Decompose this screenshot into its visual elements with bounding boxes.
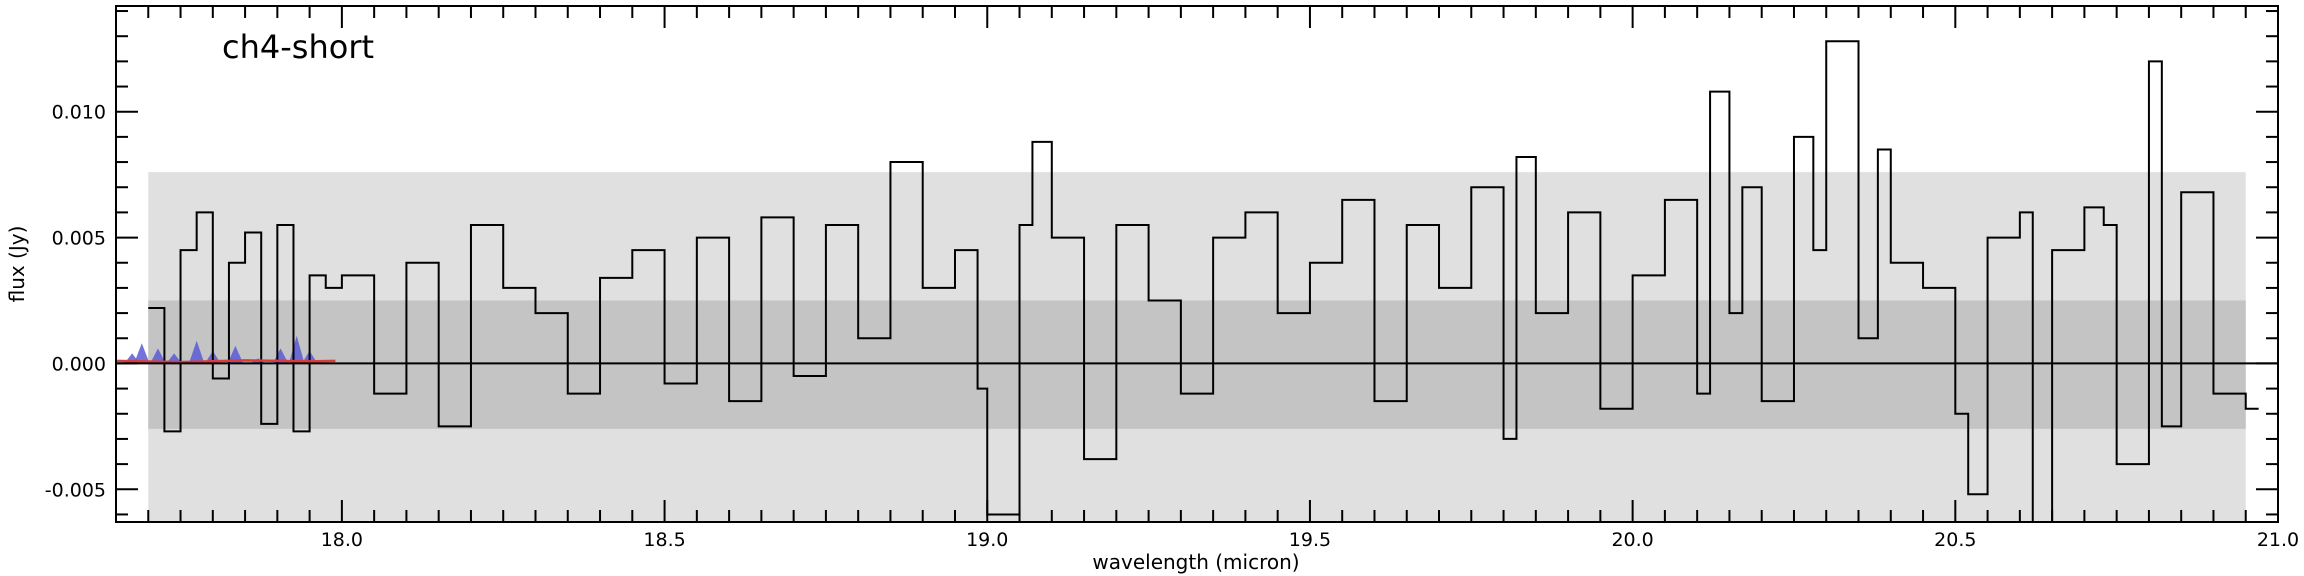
x-tick-label: 18.5 bbox=[643, 529, 685, 551]
y-tick-label: 0.010 bbox=[52, 102, 106, 124]
x-tick-label: 21.0 bbox=[2257, 529, 2299, 551]
series-line-2 bbox=[115, 359, 336, 364]
y-tick-label: 0.005 bbox=[52, 228, 106, 250]
chart-title: ch4-short bbox=[222, 28, 374, 66]
x-tick-label: 20.5 bbox=[1934, 529, 1976, 551]
data-series bbox=[115, 40, 2259, 523]
noise-bands bbox=[148, 172, 2246, 522]
band-inner bbox=[148, 300, 2246, 429]
x-tick-label: 20.0 bbox=[1611, 529, 1653, 551]
emission-peak bbox=[134, 343, 150, 364]
emission-peak bbox=[150, 348, 166, 364]
y-axis-ticks: -0.005 0.000 0.005 0.010 bbox=[45, 10, 2278, 516]
y-tick-label: -0.005 bbox=[45, 479, 106, 501]
y-tick-label: 0.000 bbox=[52, 353, 106, 375]
emission-peak bbox=[188, 340, 205, 364]
emission-peak bbox=[227, 345, 244, 364]
x-axis-label: wavelength (micron) bbox=[1092, 550, 1299, 574]
y-axis-label: flux (Jy) bbox=[5, 226, 29, 303]
x-tick-label: 19.0 bbox=[966, 529, 1008, 551]
x-tick-label: 19.5 bbox=[1289, 529, 1331, 551]
x-tick-label: 18.0 bbox=[321, 529, 363, 551]
x-axis-ticks: 18.0 18.5 19.0 19.5 20.0 20.5 21.0 bbox=[115, 6, 2299, 551]
plot-frame bbox=[115, 5, 2279, 523]
series-line-1 bbox=[148, 40, 2259, 523]
